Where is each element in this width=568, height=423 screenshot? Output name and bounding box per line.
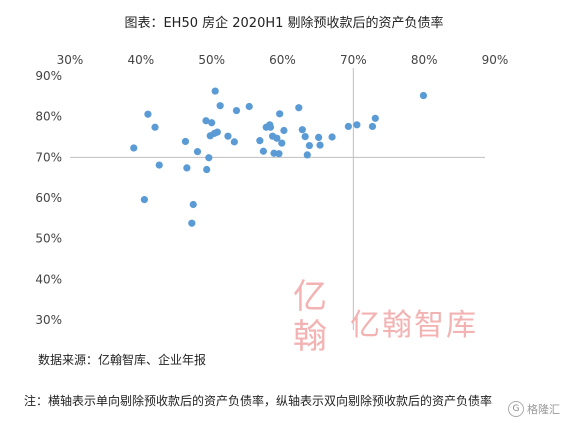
y-tick-label: 50% — [35, 232, 62, 246]
crosshair-lines — [70, 68, 485, 330]
chart-title: 图表：EH50 房企 2020H1 剔除预收款后的资产负债率 — [124, 16, 444, 31]
scatter-point — [266, 123, 275, 131]
scatter-point — [193, 148, 202, 156]
scatter-point — [224, 132, 232, 140]
scatter-point — [353, 121, 361, 129]
scatter-point — [208, 119, 216, 127]
svg-text:翰: 翰 — [293, 317, 327, 357]
x-axis-ticks: 30% 40% 50% 60% 70% 80% 90% — [57, 53, 509, 67]
scatter-point — [278, 139, 286, 147]
watermark-logo: 亿翰智库 — [350, 308, 478, 343]
scatter-point — [205, 154, 213, 162]
scatter-point — [216, 102, 224, 110]
scatter-point — [155, 161, 163, 169]
x-tick-label: 70% — [340, 53, 367, 67]
scatter-point — [298, 126, 306, 134]
scatter-point — [245, 102, 253, 111]
scatter-point — [275, 150, 283, 158]
scatter-point — [181, 137, 190, 146]
corner-badge-label: 格隆汇 — [527, 403, 560, 416]
scatter-point — [230, 138, 238, 146]
scatter-point — [273, 134, 281, 142]
y-tick-label: 60% — [35, 191, 62, 205]
scatter-point — [189, 200, 197, 209]
svg-text:亿: 亿 — [293, 277, 327, 317]
scatter-point — [419, 91, 428, 100]
scatter-point — [368, 122, 377, 131]
watermark-seal: 亿 翰 — [293, 277, 327, 357]
x-tick-label: 90% — [482, 53, 509, 67]
scatter-point — [203, 165, 211, 174]
scatter-point — [276, 110, 284, 118]
x-tick-label: 50% — [198, 53, 225, 67]
x-tick-label: 60% — [269, 53, 296, 67]
scatter-point — [301, 132, 309, 141]
scatter-point — [315, 133, 323, 142]
scatter-point — [371, 114, 379, 122]
scatter-point — [259, 147, 267, 155]
y-tick-label: 40% — [35, 272, 62, 286]
scatter-point — [188, 219, 196, 227]
scatter-point — [140, 196, 148, 204]
scatter-point — [295, 104, 303, 112]
scatter-point — [256, 137, 264, 145]
scatter-point — [232, 106, 241, 115]
y-axis-ticks: 90% 80% 70% 60% 50% 40% 30% — [35, 69, 62, 327]
y-tick-label: 90% — [35, 69, 62, 83]
y-tick-label: 30% — [35, 313, 62, 327]
x-tick-label: 40% — [127, 53, 154, 67]
x-tick-label: 80% — [411, 53, 438, 67]
scatter-point — [144, 110, 152, 118]
scatter-point — [130, 144, 138, 152]
scatter-point — [328, 133, 336, 141]
source-text: 数据来源：亿翰智库、企业年报 — [38, 353, 207, 367]
data-points — [130, 87, 428, 227]
scatter-point — [303, 151, 311, 159]
scatter-point — [211, 87, 219, 95]
y-tick-label: 70% — [35, 150, 62, 164]
scatter-point — [183, 164, 191, 172]
g-circle-icon: G — [508, 401, 524, 417]
scatter-point — [151, 123, 159, 131]
scatter-point — [305, 141, 314, 150]
scatter-point — [202, 117, 210, 125]
y-tick-label: 80% — [35, 110, 62, 124]
note-text: 注：横轴表示单向剔除预收款后的资产负债率，纵轴表示双向剔除预收款后的资产负债率 — [24, 394, 493, 408]
scatter-point — [213, 128, 221, 136]
x-tick-label: 30% — [57, 53, 84, 67]
scatter-point — [280, 126, 288, 135]
scatter-point — [316, 141, 324, 149]
scatter-point — [344, 122, 352, 131]
corner-badge: G 格隆汇 — [508, 401, 560, 417]
